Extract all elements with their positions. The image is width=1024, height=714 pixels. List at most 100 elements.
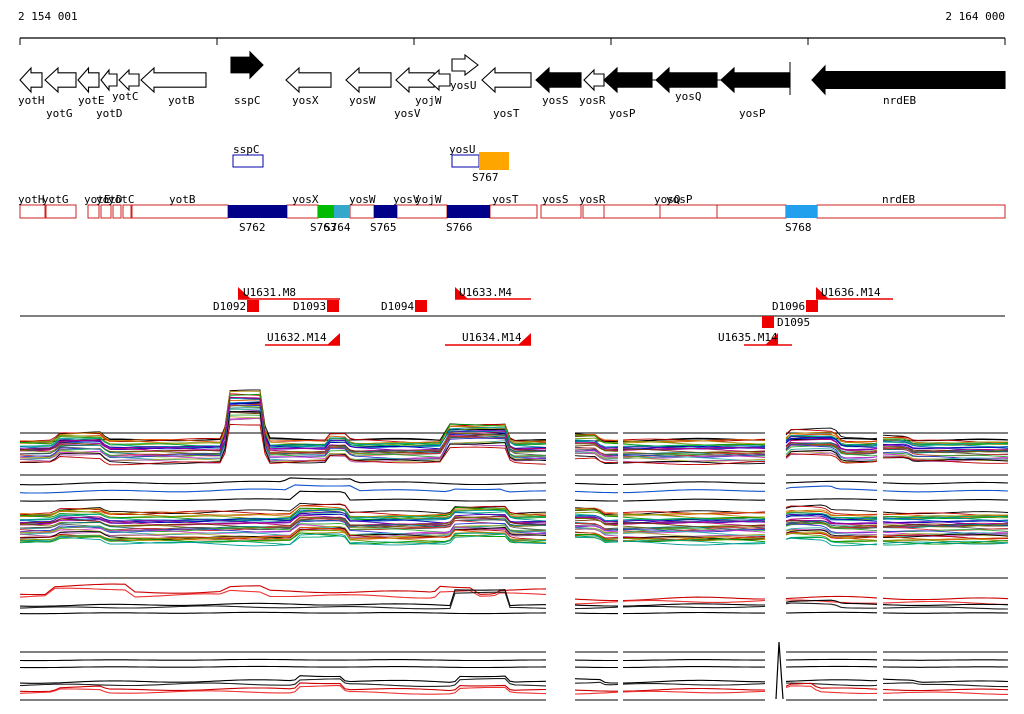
segment-gene-label-yotE: yotE	[84, 193, 111, 206]
segment-box[interactable]	[19, 204, 46, 219]
profile-line	[19, 402, 1009, 443]
segment-gene-label-yotD: yotD	[96, 193, 123, 206]
gene-arrow-yotE[interactable]	[77, 66, 100, 94]
segment-box[interactable]	[131, 204, 229, 219]
segment-box[interactable]	[349, 204, 375, 219]
segment-box[interactable]	[100, 204, 112, 219]
gene-arrow-yosQ[interactable]	[655, 66, 718, 94]
profile-line	[19, 533, 1009, 546]
gene-arrow-yosW[interactable]	[345, 66, 392, 94]
marker-flag-U1636.M14[interactable]	[816, 287, 829, 299]
segment-box[interactable]	[286, 204, 319, 219]
mini-box-S767[interactable]	[479, 152, 509, 170]
gene-arrow-sspC[interactable]	[230, 50, 264, 80]
segment-box[interactable]	[396, 204, 448, 219]
profile-line	[19, 526, 1009, 539]
marker-D1095[interactable]	[762, 316, 774, 328]
gene-arrow-yosR[interactable]	[583, 68, 605, 92]
segment-gene-label-yosR: yosR	[579, 193, 606, 206]
segment-gene-label-yotG: yotG	[42, 193, 69, 206]
segment-label-S766: S766	[446, 221, 473, 234]
profile-line	[19, 509, 1009, 524]
segment-label-S768: S768	[785, 221, 812, 234]
segment-gene-label-yotB: yotB	[169, 193, 196, 206]
gene-label-yotC: yotC	[112, 90, 139, 103]
marker-flag-U1635.M14[interactable]	[765, 333, 778, 345]
profile-line	[19, 665, 1009, 669]
gene-arrow-yosU[interactable]	[451, 53, 479, 77]
marker-label-D1092: D1092	[213, 300, 246, 313]
segment-box-S763[interactable]	[318, 205, 334, 218]
segment-box[interactable]	[816, 204, 1006, 219]
profile-line	[19, 583, 1009, 602]
gene-arrow-yosS[interactable]	[535, 66, 582, 94]
segment-box-S768[interactable]	[786, 205, 817, 218]
gene-arrow-yotB[interactable]	[140, 66, 207, 94]
mini-box-sspC[interactable]	[232, 154, 264, 168]
gene-label-yosP: yosP	[739, 107, 766, 120]
gene-arrow-yosT[interactable]	[481, 66, 532, 94]
segment-box[interactable]	[489, 204, 538, 219]
segment-box[interactable]	[112, 204, 122, 219]
gene-label-nrdEB: nrdEB	[883, 94, 916, 107]
segment-box[interactable]	[45, 204, 77, 219]
mini-box-yosU[interactable]	[451, 154, 480, 168]
segment-gene-label-yojW: yojW	[415, 193, 442, 206]
gene-arrow-yotD[interactable]	[100, 68, 118, 92]
marker-flag-U1631.M8[interactable]	[238, 287, 251, 299]
segment-box-S765[interactable]	[374, 205, 397, 218]
profile-line	[19, 532, 1009, 547]
segment-gene-label-yosP: yosP	[666, 193, 693, 206]
marker-D1096[interactable]	[806, 300, 818, 312]
segment-label-S764: S764	[324, 221, 351, 234]
mini-label-yosU: yosU	[449, 143, 476, 156]
gene-arrow-nrdEB[interactable]	[811, 64, 1006, 96]
marker-D1092[interactable]	[247, 300, 259, 312]
segment-box[interactable]	[659, 204, 718, 219]
gene-arrow-yosP[interactable]	[603, 66, 653, 94]
gene-label-yosX: yosX	[292, 94, 319, 107]
coordinate-start: 2 154 001	[18, 10, 78, 23]
gene-arrow-yosX[interactable]	[285, 66, 332, 94]
segment-box[interactable]	[87, 204, 100, 219]
profile-line	[19, 589, 1009, 607]
gene-arrow-yojW[interactable]	[427, 68, 451, 92]
profile-line	[20, 399, 1009, 445]
segment-gene-label-yosT: yosT	[492, 193, 519, 206]
segment-box[interactable]	[540, 204, 582, 219]
gene-arrow-yotG[interactable]	[44, 66, 77, 94]
segment-box-S764[interactable]	[334, 205, 350, 218]
marker-label-U1634.M14: U1634.M14	[462, 331, 522, 344]
segment-box-S766[interactable]	[447, 205, 490, 218]
profile-line	[19, 490, 1009, 502]
marker-label-D1095: D1095	[777, 316, 810, 329]
segment-box[interactable]	[716, 204, 787, 219]
marker-label-D1094: D1094	[381, 300, 414, 313]
marker-label-U1632.M14: U1632.M14	[267, 331, 327, 344]
gene-arrow-yotH[interactable]	[19, 66, 43, 94]
segment-gene-label-yosV: yosV	[393, 193, 420, 206]
marker-D1094[interactable]	[415, 300, 427, 312]
gene-label-yosU: yosU	[450, 79, 477, 92]
gene-label-yosV: yosV	[394, 107, 421, 120]
gene-arrow-yosP[interactable]	[720, 66, 791, 94]
segment-gene-label-yotH: yotH	[18, 193, 45, 206]
marker-label-D1096: D1096	[772, 300, 805, 313]
gene-arrow-yotC[interactable]	[118, 68, 140, 92]
segment-box[interactable]	[122, 204, 132, 219]
gene-label-yotB: yotB	[168, 94, 195, 107]
marker-flag-U1632.M14[interactable]	[327, 333, 340, 345]
segment-gene-label-yosX: yosX	[292, 193, 319, 206]
marker-flag-U1633.M4[interactable]	[455, 287, 468, 299]
segment-box[interactable]	[582, 204, 605, 219]
segment-box-S762[interactable]	[228, 205, 287, 218]
segment-box[interactable]	[603, 204, 661, 219]
profile-line	[19, 532, 1009, 545]
profile-line	[19, 685, 1008, 695]
segment-gene-label-yosS: yosS	[542, 193, 569, 206]
marker-flag-U1634.M14[interactable]	[518, 333, 531, 345]
profile-spike	[775, 641, 784, 700]
profile-line	[19, 675, 1009, 684]
marker-D1093[interactable]	[327, 300, 339, 312]
